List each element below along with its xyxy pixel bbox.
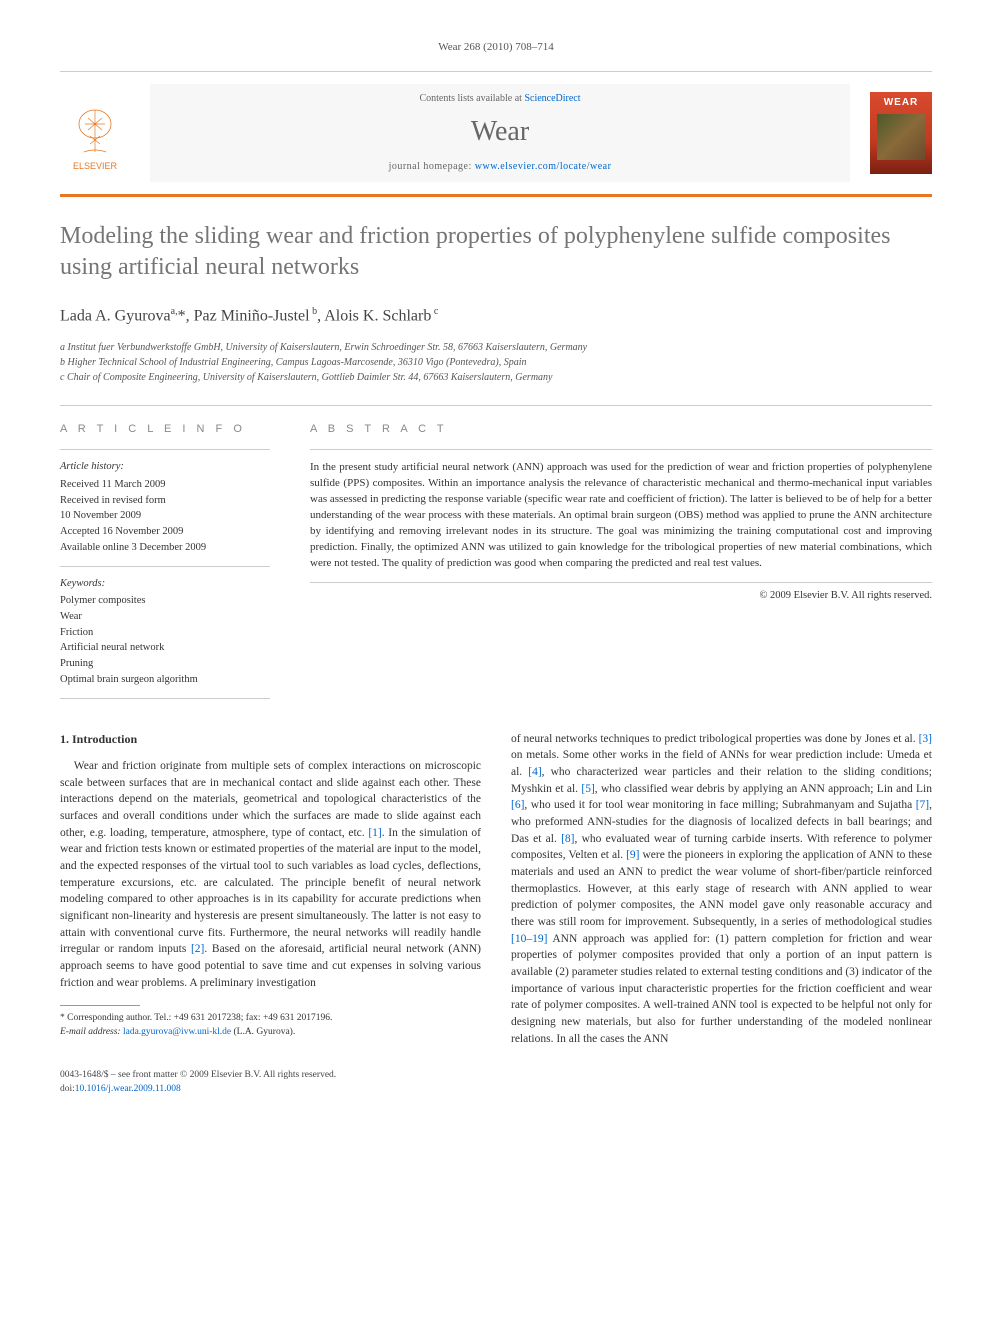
body-text: 1. Introduction Wear and friction origin… [60,731,932,1048]
journal-cover-thumb: WEAR [870,92,932,174]
homepage-prefix: journal homepage: [389,161,475,172]
doi-link[interactable]: 10.1016/j.wear.2009.11.008 [75,1084,181,1094]
history-block: Received 11 March 2009 Received in revis… [60,477,270,566]
journal-name: Wear [150,112,850,151]
history-line: 10 November 2009 [60,508,270,524]
section-heading: 1. Introduction [60,731,481,748]
masthead: ELSEVIER Contents lists available at Sci… [60,71,932,196]
abstract-text: In the present study artificial neural n… [310,449,932,583]
article-info-heading: A R T I C L E I N F O [60,422,270,437]
keywords-list: Polymer composites Wear Friction Artific… [60,593,270,699]
email-label: E-mail address: [60,1027,123,1037]
contents-prefix: Contents lists available at [419,93,524,104]
body-paragraph: of neural networks techniques to predict… [511,731,932,1048]
publisher-logo: ELSEVIER [60,93,130,173]
footer-copyright: 0043-1648/$ – see front matter © 2009 El… [60,1069,932,1082]
history-line: Available online 3 December 2009 [60,540,270,556]
history-label: Article history: [60,449,270,475]
homepage-link[interactable]: www.elsevier.com/locate/wear [475,161,612,172]
footer-doi: doi:10.1016/j.wear.2009.11.008 [60,1083,932,1096]
abstract-copyright: © 2009 Elsevier B.V. All rights reserved… [310,589,932,604]
cover-title: WEAR [884,96,919,110]
abstract: A B S T R A C T In the present study art… [310,422,932,699]
article-info: A R T I C L E I N F O Article history: R… [60,422,270,699]
corr-text: * Corresponding author. Tel.: +49 631 20… [60,1013,332,1023]
history-line: Accepted 16 November 2009 [60,524,270,540]
abstract-heading: A B S T R A C T [310,422,932,437]
contents-available: Contents lists available at ScienceDirec… [150,92,850,106]
author-list: Lada A. Gyurovaa,*, Paz Miniño-Justel b,… [60,305,932,328]
homepage-line: journal homepage: www.elsevier.com/locat… [150,160,850,174]
keyword: Artificial neural network [60,640,270,656]
affiliations: a Institut fuer Verbundwerkstoffe GmbH, … [60,340,932,385]
keyword: Optimal brain surgeon algorithm [60,672,270,688]
history-line: Received 11 March 2009 [60,477,270,493]
affiliation-a: a Institut fuer Verbundwerkstoffe GmbH, … [60,340,932,355]
sciencedirect-link[interactable]: ScienceDirect [524,93,580,104]
cover-image [877,114,925,160]
running-header: Wear 268 (2010) 708–714 [60,40,932,55]
affiliation-b: b Higher Technical School of Industrial … [60,355,932,370]
affiliation-c: c Chair of Composite Engineering, Univer… [60,370,932,385]
publisher-name: ELSEVIER [73,160,117,173]
corr-email-link[interactable]: lada.gyurova@ivw.uni-kl.de [123,1027,231,1037]
doi-label: doi: [60,1084,75,1094]
keyword: Friction [60,625,270,641]
keyword: Polymer composites [60,593,270,609]
page-footer: 0043-1648/$ – see front matter © 2009 El… [60,1069,932,1096]
info-abstract-row: A R T I C L E I N F O Article history: R… [60,405,932,699]
keyword: Wear [60,609,270,625]
email-suffix: (L.A. Gyurova). [231,1027,295,1037]
corresponding-author-footnote: * Corresponding author. Tel.: +49 631 20… [60,1012,481,1039]
article-title: Modeling the sliding wear and friction p… [60,221,932,283]
masthead-center: Contents lists available at ScienceDirec… [150,84,850,181]
history-line: Received in revised form [60,493,270,509]
keyword: Pruning [60,656,270,672]
keywords-label: Keywords: [60,566,270,592]
footnote-separator [60,1005,140,1006]
elsevier-tree-icon [70,104,120,160]
body-paragraph: Wear and friction originate from multipl… [60,758,481,991]
